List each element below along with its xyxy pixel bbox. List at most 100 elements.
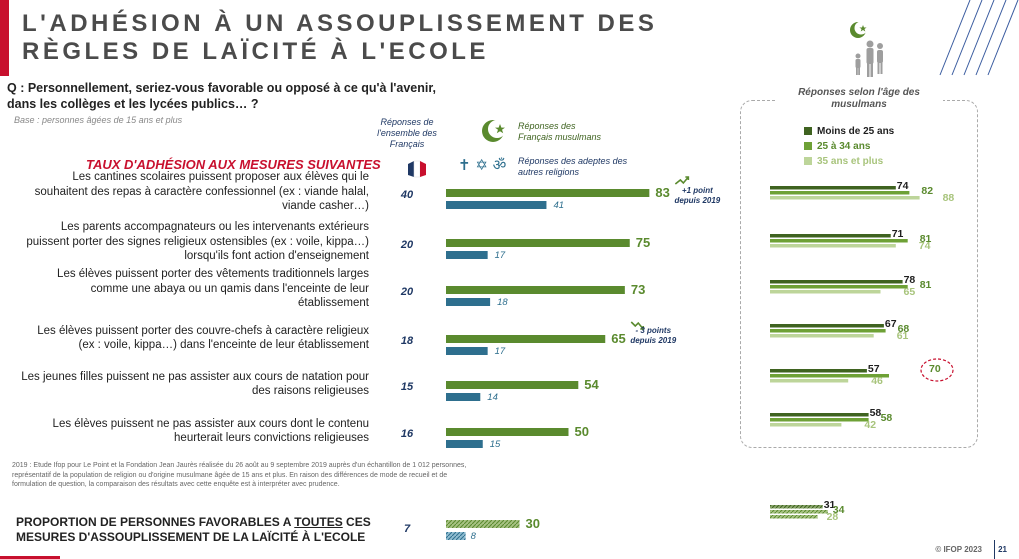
value-age-25-34: 34: [832, 504, 845, 516]
value-age-under-25: 57: [867, 363, 880, 375]
value-age-35-plus: 61: [896, 330, 909, 342]
question-text: Q : Personnellement, seriez-vous favorab…: [7, 80, 436, 112]
header-autres-religions: Réponses des adeptes des autres religion…: [518, 156, 628, 177]
trend-down-icon: [630, 321, 645, 330]
value-age-25-34: 68: [897, 323, 910, 335]
header-ensemble: Réponses de l'ensemble des Français: [377, 117, 437, 149]
category-label-line: Les cantines scolaires puissent proposer…: [72, 171, 369, 184]
bar-autres-religions: [446, 440, 483, 448]
decorative-stripes: [939, 0, 1019, 76]
bar-autres-religions: [446, 251, 488, 259]
bar-age-35-plus: [770, 290, 881, 294]
value-age-25-34: 82: [921, 185, 934, 197]
category-label: Les élèves puissent porter des vêtements…: [0, 267, 369, 311]
value-age-under-25: 67: [884, 318, 897, 330]
question-line-2: dans les collèges et les lycées publics……: [7, 97, 259, 111]
category-label-line: des raisons religieuses: [252, 385, 369, 397]
title-accent-bar: [0, 0, 9, 76]
page-title-line-2: RÈGLES DE LAÏCITÉ À L'ECOLE: [22, 38, 489, 65]
trend-up-icon: [674, 176, 690, 185]
section-title: TAUX D'ADHÉSION AUX MESURES SUIVANTES: [86, 157, 381, 172]
value-age-under-25: 78: [903, 274, 916, 286]
bar-age-25-34: [770, 510, 828, 514]
ensemble-value: 15: [400, 381, 414, 393]
bar-age-25-34: [770, 285, 908, 289]
bar-autres-religions: [446, 298, 491, 306]
category-label-line: souhaitent des repas à caractère confess…: [34, 185, 369, 198]
value-age-35-plus: 28: [826, 511, 839, 523]
bar-autres-religions: [446, 347, 488, 355]
legend-item-35-plus: 35 ans et plus: [804, 154, 894, 169]
value-total-autres-religions: 8: [470, 531, 476, 542]
footer-separator: [994, 540, 995, 559]
category-label-line: Les élèves puissent porter des couvre-ch…: [37, 324, 369, 337]
age-panel-title: Réponses selon l'âge des musulmans: [775, 87, 943, 111]
bar-autres-religions: [446, 393, 481, 401]
value-age-35-plus: 65: [903, 286, 916, 298]
bar-age-25-34: [770, 374, 889, 378]
highlight-circle: [920, 358, 954, 382]
bar-age-25-34: [770, 239, 908, 243]
category-label-line: Les élèves puissent ne pas assister aux …: [52, 417, 369, 430]
bar-age-35-plus: [770, 334, 874, 338]
category-label: Les cantines scolaires puissent proposer…: [0, 170, 369, 214]
ensemble-value: 20: [400, 239, 414, 251]
value-total-musulmans: 30: [525, 516, 540, 531]
bar-age-25-34: [770, 191, 910, 195]
page-number: 21: [998, 545, 1007, 554]
category-label-line: comme une abaya ou un qamis dans l'encei…: [90, 282, 369, 295]
legend-swatch-under-25: [804, 127, 812, 135]
value-age-35-plus: 42: [864, 419, 877, 431]
bar-age-25-34: [770, 418, 869, 422]
legend-label-35-plus: 35 ans et plus: [817, 156, 884, 167]
value-autres-religions: 18: [497, 297, 508, 308]
footnote: 2019 : Etude Ifop pour Le Point et la Fo…: [12, 462, 467, 488]
category-label-line: heurterait leurs convictions religieuses: [174, 432, 369, 444]
other-religions-icon: ✝ ✡ ॐ: [458, 156, 507, 174]
value-age-35-plus: 88: [942, 192, 955, 204]
annotation: - 3 points depuis 2019: [630, 326, 677, 345]
bar-total-musulmans: [446, 520, 520, 528]
value-autres-religions: 15: [489, 439, 501, 450]
crescent-star-icon: [482, 120, 506, 142]
legend-label-25-34: 25 à 34 ans: [817, 141, 871, 152]
ensemble-value-total: 7: [403, 523, 411, 535]
legend-swatch-25-34: [804, 142, 812, 150]
footer-brand: © IFOP 2023: [935, 545, 982, 554]
base-note: Base : personnes âgées de 15 ans et plus: [14, 115, 183, 125]
ensemble-value: 18: [400, 335, 414, 347]
value-autres-religions: 17: [494, 346, 506, 357]
bar-age-under-25: [770, 505, 823, 509]
bar-musulmans: [446, 381, 579, 389]
value-age-35-plus: 74: [918, 240, 931, 252]
category-label-line: Les jeunes filles puissent ne pas assist…: [21, 370, 369, 383]
bar-age-under-25: [770, 280, 903, 284]
value-musulmans: 65: [611, 331, 626, 346]
category-label: Les parents accompagnateurs ou les inter…: [0, 220, 369, 264]
bar-musulmans: [446, 286, 625, 294]
value-age-25-34: 58: [880, 412, 893, 424]
value-musulmans: 73: [630, 282, 646, 297]
value-autres-religions: 17: [494, 250, 506, 261]
value-age-under-25: 74: [896, 180, 909, 192]
value-age-25-34: 81: [919, 233, 932, 245]
legend-item-25-34: 25 à 34 ans: [804, 139, 894, 154]
bar-musulmans: [446, 335, 606, 343]
bar-age-under-25: [770, 234, 891, 238]
category-label: Les élèves puissent ne pas assister aux …: [0, 417, 369, 446]
summary-part-1: PROPORTION DE PERSONNES FAVORABLES A: [16, 515, 295, 529]
summary-underlined: TOUTES: [294, 515, 343, 529]
bar-age-under-25: [770, 186, 896, 190]
summary-part-2: CES MESURES D'ASSOUPLISSEMENT DE LA LAÏC…: [16, 515, 371, 544]
value-musulmans: 75: [635, 235, 651, 250]
value-autres-religions: 41: [553, 200, 565, 211]
bar-age-under-25: [770, 369, 867, 373]
bar-age-35-plus: [770, 379, 849, 383]
french-flag-icon: [408, 160, 426, 178]
category-label-line: Les parents accompagnateurs ou les inter…: [60, 221, 369, 234]
category-label-line: lorsqu'ils font action d'enseignement: [184, 250, 369, 263]
category-label-line: établissement: [298, 297, 369, 310]
ensemble-value: 20: [400, 286, 414, 298]
summary-label: PROPORTION DE PERSONNES FAVORABLES A TOU…: [16, 515, 376, 545]
